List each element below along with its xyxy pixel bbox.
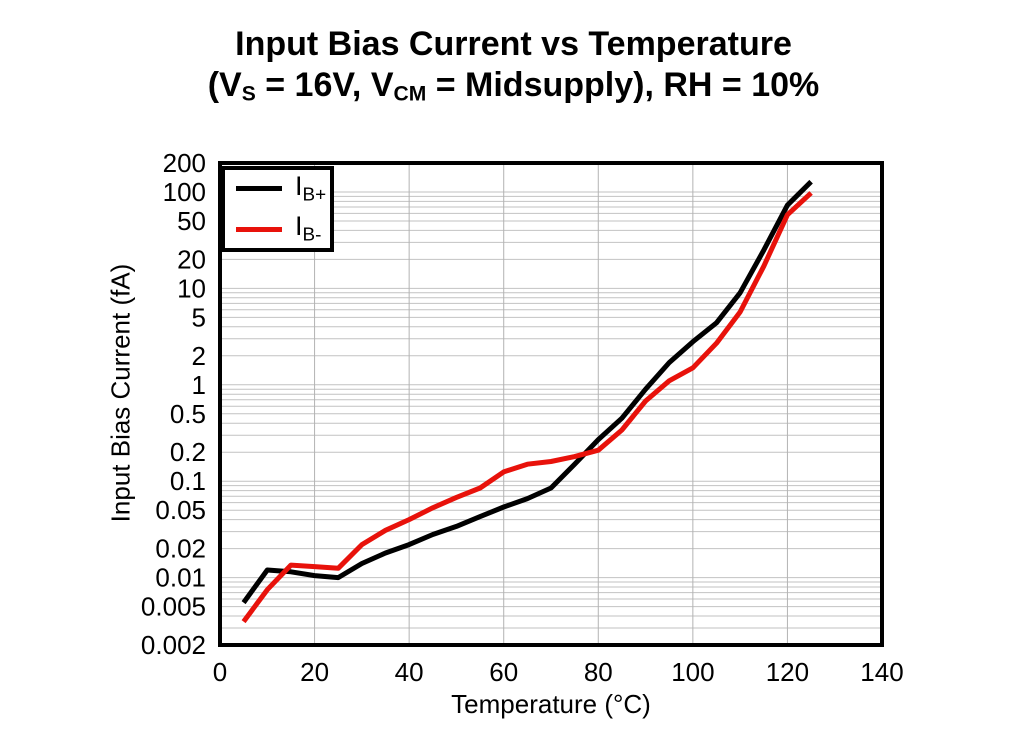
y-tick-label: 20 [177, 244, 206, 274]
x-axis-title: Temperature (°C) [451, 689, 651, 719]
chart-title-line2: (VS = 16V, VCM = Midsupply), RH = 10% [0, 65, 1027, 115]
legend-label-main: I [295, 170, 303, 201]
legend: IB+ IB- [221, 166, 334, 252]
h-gridlines [220, 191, 882, 629]
title-seg: = Midsupply), RH = 10% [426, 66, 820, 104]
y-tick-label: 0.2 [170, 437, 206, 467]
y-axis-title: Input Bias Current (fA) [105, 263, 136, 523]
chart-title-line1: Input Bias Current vs Temperature [235, 25, 792, 63]
x-tick-labels: 0 20 40 60 80 100 120 140 [213, 657, 904, 687]
x-tick-label: 80 [584, 657, 613, 687]
x-tick-label: 120 [766, 657, 809, 687]
title-seg: (V [207, 66, 242, 104]
x-tick-label: 100 [671, 657, 714, 687]
y-tick-label: 1 [192, 370, 206, 400]
legend-label-main: I [295, 211, 303, 241]
legend-item-ib-plus: IB+ [236, 170, 330, 206]
title-seg: = 16V, V [255, 66, 394, 104]
y-tick-label: 0.5 [170, 399, 206, 429]
y-tick-label: 0.002 [141, 630, 206, 660]
v-gridlines [314, 163, 788, 645]
title-sub: CM [393, 82, 427, 106]
y-tick-label: 50 [177, 206, 206, 236]
ib-minus-line-swatch [236, 226, 282, 232]
legend-label-ib-plus: IB+ [295, 170, 327, 206]
y-tick-label: 10 [177, 273, 206, 303]
x-tick-label: 0 [213, 657, 227, 687]
y-tick-label: 0.1 [170, 466, 206, 496]
y-tick-label: 100 [163, 177, 206, 207]
y-tick-label: 2 [192, 341, 206, 371]
x-tick-label: 140 [860, 657, 903, 687]
y-tick-label: 0.02 [155, 534, 206, 564]
x-tick-label: 40 [395, 657, 424, 687]
y-tick-label: 0.05 [155, 495, 206, 525]
ib-plus-curve [241, 179, 813, 605]
title-sub: S [241, 82, 256, 106]
curves [241, 179, 813, 624]
ib-minus-curve [241, 191, 813, 624]
plot-frame [218, 161, 884, 647]
y-tick-labels: 2001005020105210.50.20.10.050.020.010.00… [141, 148, 206, 660]
y-tick-label: 5 [192, 302, 206, 332]
y-tick-label: 0.01 [155, 563, 206, 593]
legend-label-sub: B- [302, 224, 322, 246]
legend-label-sub: B+ [302, 184, 327, 206]
x-tick-label: 60 [489, 657, 518, 687]
ib-plus-line-swatch [236, 186, 282, 192]
y-tick-label: 0.005 [141, 592, 206, 622]
chart-title: Input Bias Current vs Temperature (VS = … [0, 24, 1027, 115]
y-tick-label: 200 [163, 148, 206, 178]
legend-item-ib-minus: IB- [236, 213, 330, 245]
legend-label-ib-minus: IB- [295, 213, 321, 245]
x-tick-label: 20 [300, 657, 329, 687]
